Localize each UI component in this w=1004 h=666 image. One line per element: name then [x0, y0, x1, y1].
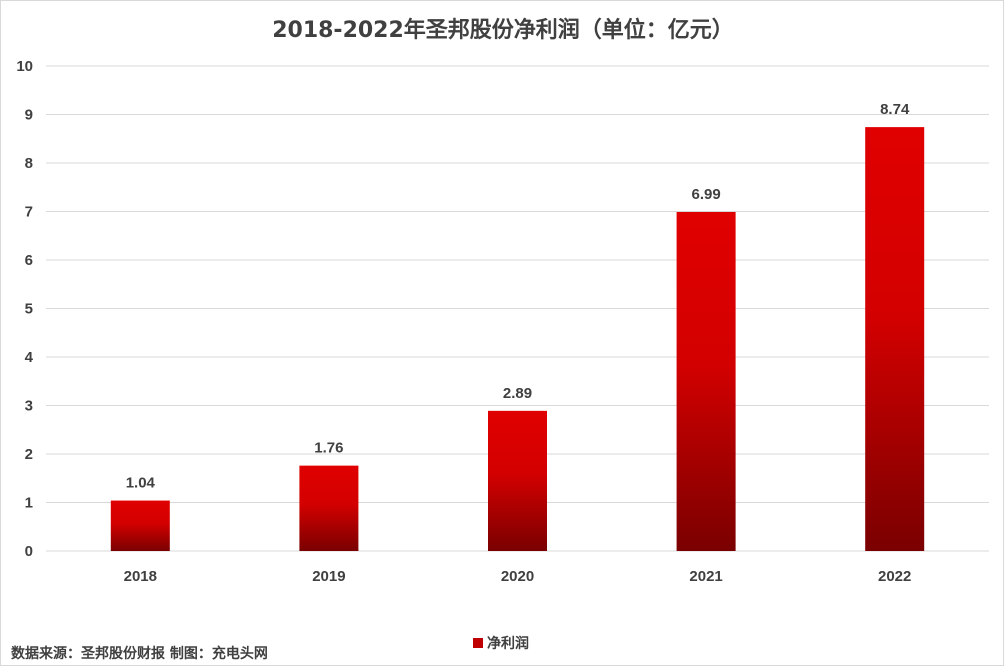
y-tick-label: 5 [25, 301, 33, 318]
source-note: 数据来源：圣邦股份财报 制图：充电头网 [11, 645, 268, 662]
data-labels: 1.04 1.76 2.89 6.99 8.74 [126, 101, 910, 491]
bar-2018 [110, 500, 170, 551]
y-tick-label: 8 [25, 155, 33, 172]
legend-swatch [473, 638, 483, 648]
gridlines [46, 65, 989, 552]
y-tick-label: 0 [25, 543, 33, 560]
bars [110, 127, 925, 552]
legend: 净利润 [473, 635, 529, 652]
x-tick-label: 2022 [878, 568, 911, 585]
x-tick-label: 2018 [124, 568, 157, 585]
bar-2022 [865, 127, 925, 552]
y-tick-label: 3 [25, 398, 33, 415]
data-label-2020: 2.89 [503, 385, 532, 402]
y-tick-label: 6 [25, 252, 33, 269]
data-label-2021: 6.99 [691, 186, 720, 203]
chart-title: 2018-2022年圣邦股份净利润（单位：亿元） [272, 17, 734, 43]
y-tick-label: 2 [25, 446, 33, 463]
legend-label: 净利润 [487, 635, 529, 652]
bar-2020 [488, 410, 547, 551]
data-label-2018: 1.04 [126, 475, 156, 492]
x-tick-label: 2021 [689, 568, 722, 585]
bar-2021 [676, 211, 736, 552]
x-tick-label: 2019 [312, 568, 345, 585]
bar-2019 [299, 465, 359, 551]
x-axis-ticks: 2018 2019 2020 2021 2022 [124, 568, 912, 585]
y-axis-ticks: 0 1 2 3 4 5 6 7 8 9 10 [16, 58, 33, 560]
y-tick-label: 10 [16, 58, 33, 75]
y-tick-label: 4 [25, 349, 34, 366]
data-label-2019: 1.76 [314, 440, 343, 457]
y-tick-label: 7 [25, 204, 33, 221]
data-label-2022: 8.74 [880, 101, 910, 118]
y-tick-label: 9 [25, 107, 33, 124]
y-tick-label: 1 [25, 495, 33, 512]
x-tick-label: 2020 [501, 568, 534, 585]
